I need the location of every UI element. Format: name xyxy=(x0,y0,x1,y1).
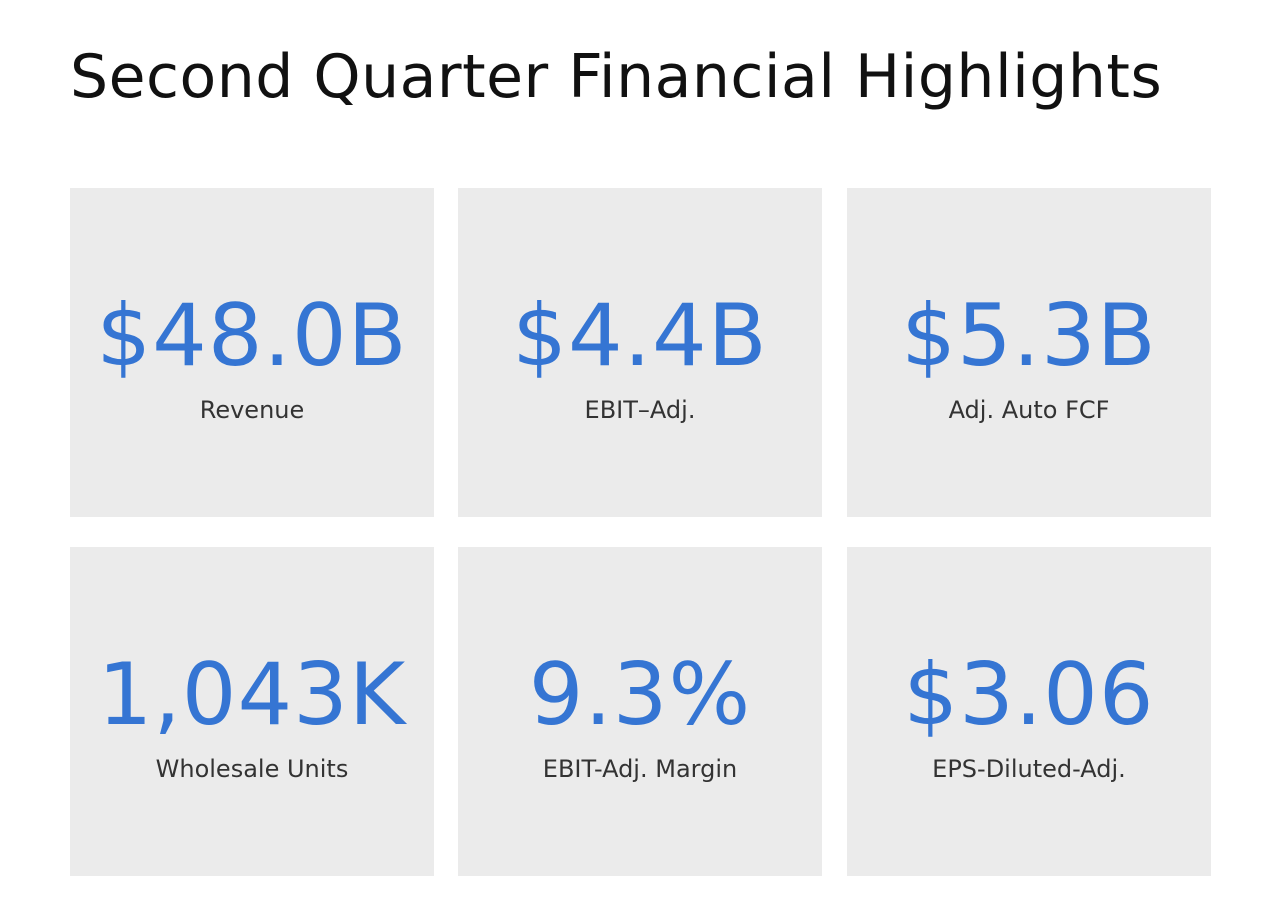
metric-value: $4.4B xyxy=(512,286,768,386)
metric-card-wholesale-units: 1,043K Wholesale Units xyxy=(70,547,434,876)
metric-label: Wholesale Units xyxy=(155,755,349,783)
metric-value: 1,043K xyxy=(97,645,407,745)
metric-card-eps-diluted-adj: $3.06 EPS-Diluted-Adj. xyxy=(847,547,1211,876)
metric-value: 9.3% xyxy=(528,645,752,745)
metric-card-revenue: $48.0B Revenue xyxy=(70,188,434,517)
metric-label: Adj. Auto FCF xyxy=(948,396,1110,424)
metric-value: $3.06 xyxy=(903,645,1155,745)
metric-value: $48.0B xyxy=(96,286,408,386)
metric-card-ebit-adj: $4.4B EBIT–Adj. xyxy=(458,188,822,517)
metric-card-ebit-adj-margin: 9.3% EBIT-Adj. Margin xyxy=(458,547,822,876)
metric-label: EPS-Diluted-Adj. xyxy=(932,755,1126,783)
metric-label: Revenue xyxy=(199,396,305,424)
metric-value: $5.3B xyxy=(901,286,1157,386)
metric-card-adj-auto-fcf: $5.3B Adj. Auto FCF xyxy=(847,188,1211,517)
metric-label: EBIT–Adj. xyxy=(584,396,696,424)
page-title: Second Quarter Financial Highlights xyxy=(70,42,1163,112)
metric-label: EBIT-Adj. Margin xyxy=(542,755,738,783)
